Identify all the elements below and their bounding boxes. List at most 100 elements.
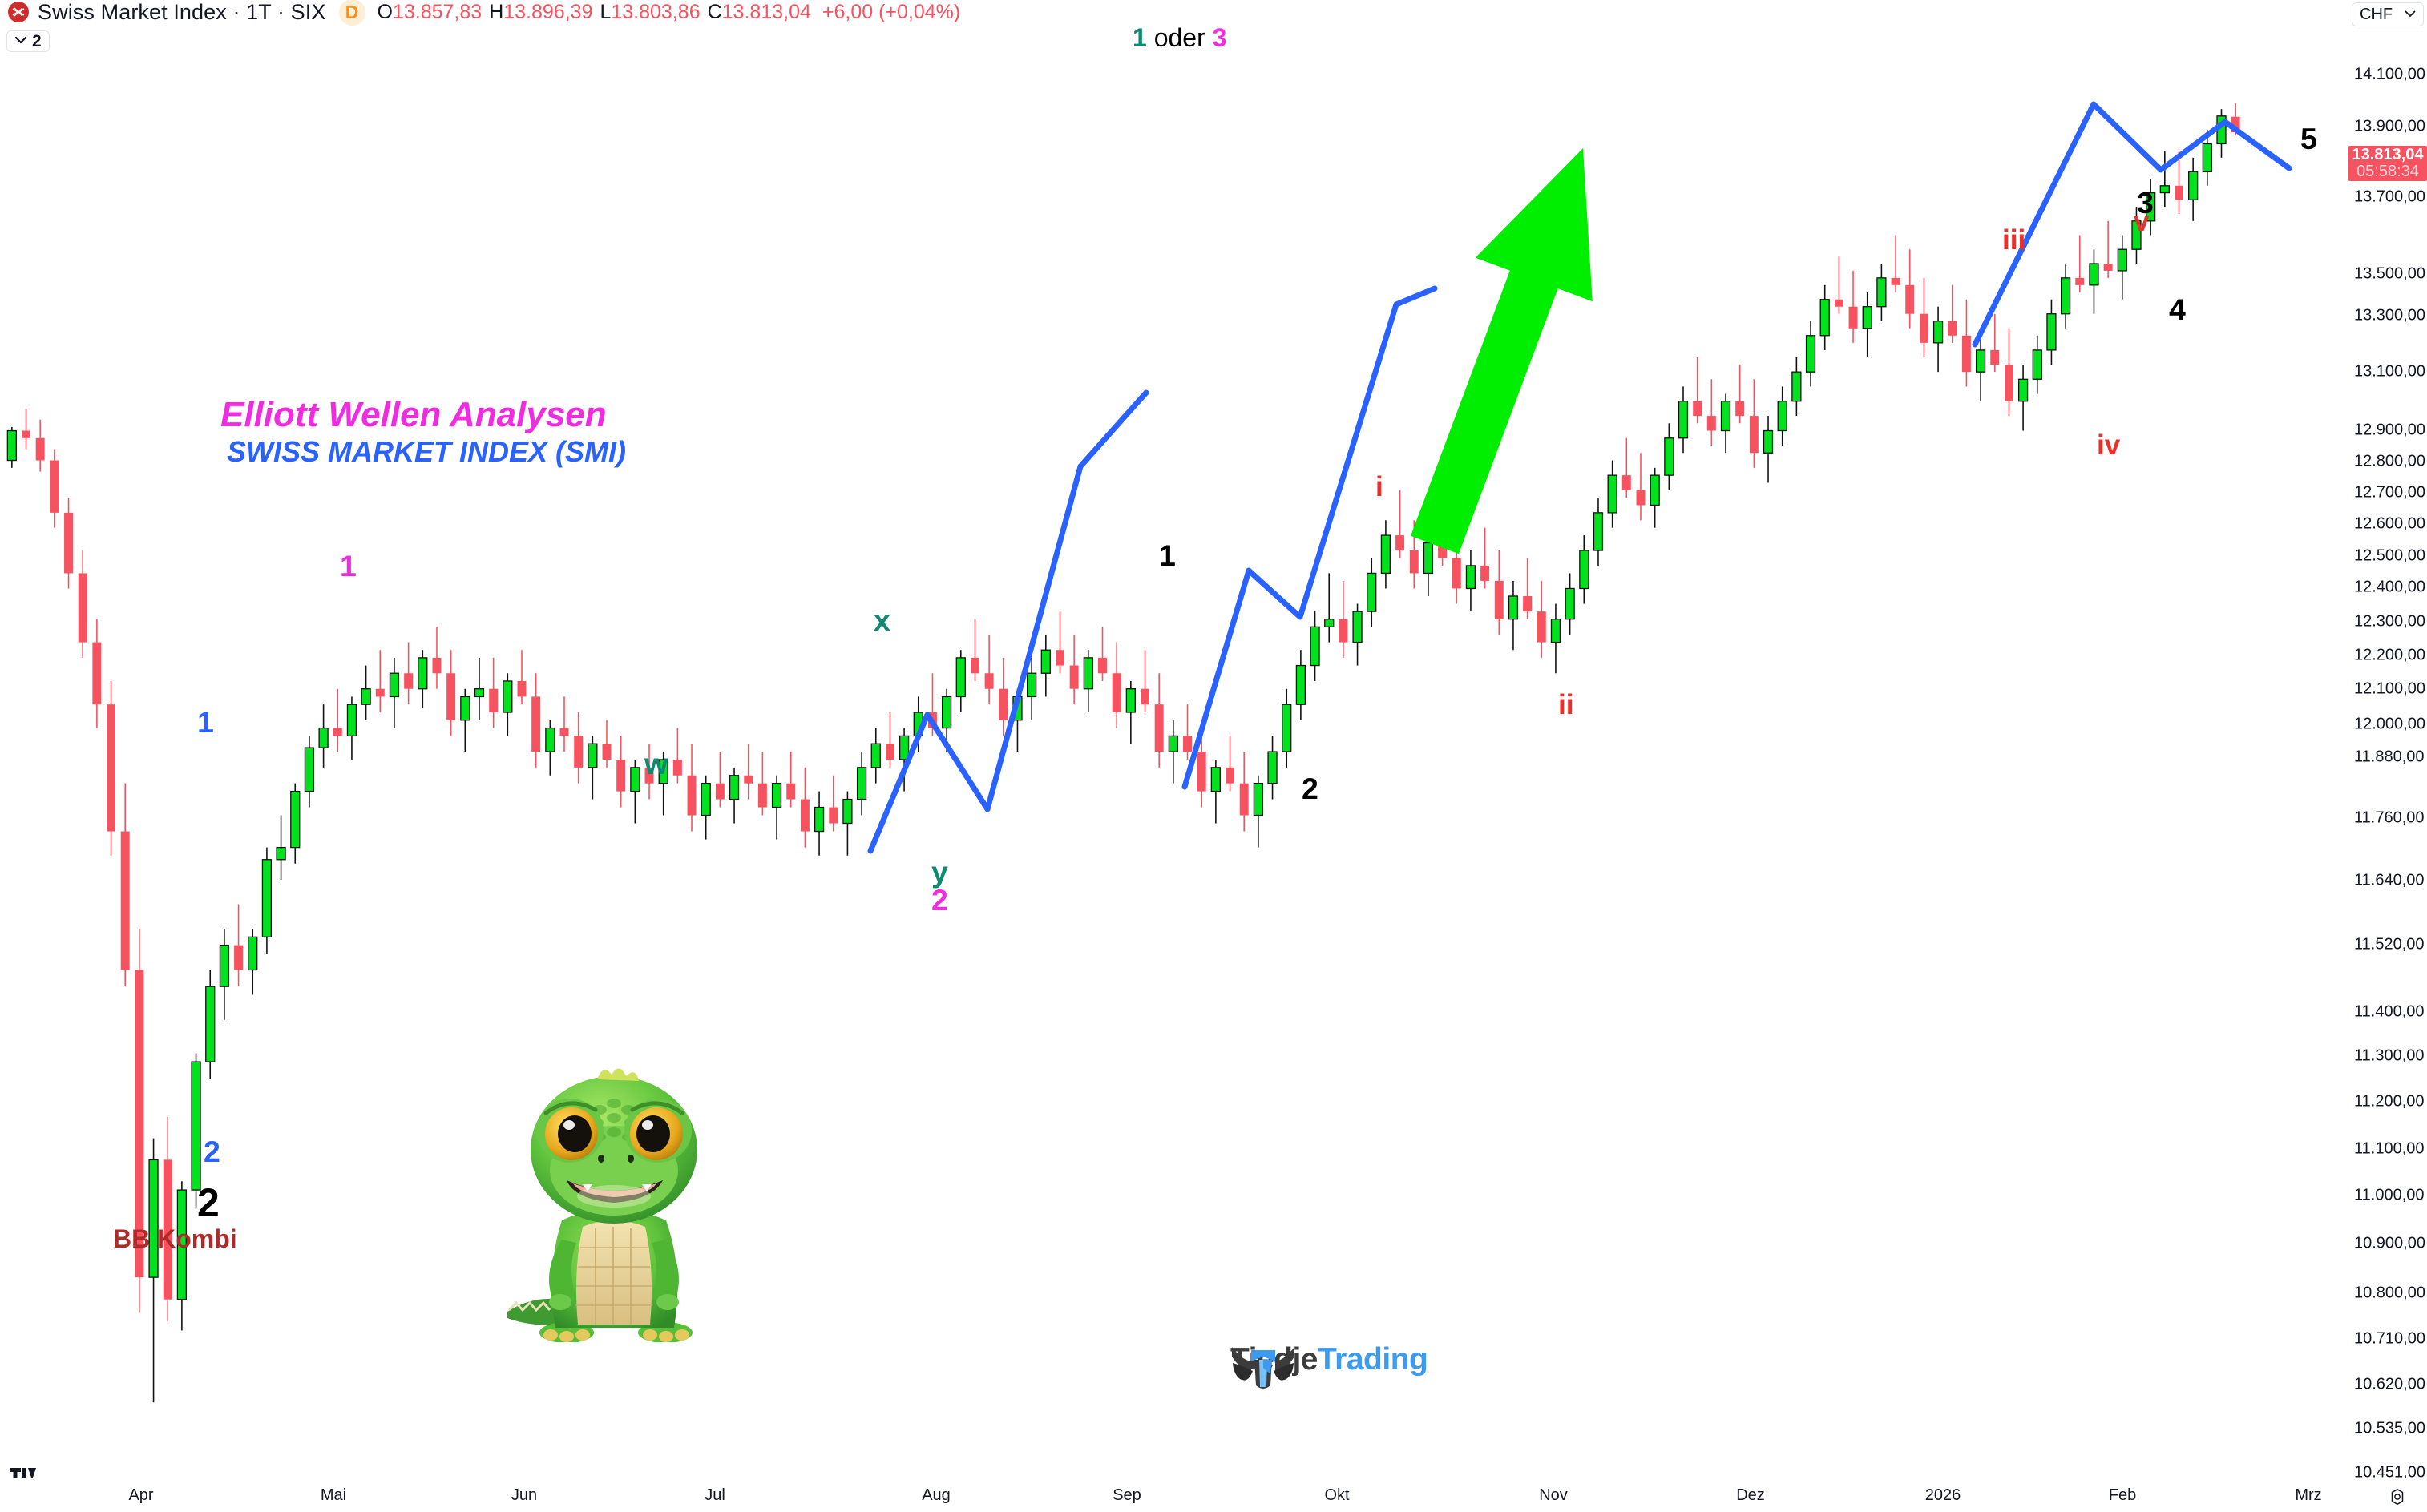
time-tick-label: Aug xyxy=(922,1486,951,1504)
annotation-target-label: 1 oder 3 xyxy=(1133,25,1226,50)
ohlc-values: O13.857,83 H13.896,39 L13.803,86 C13.813,04 xyxy=(378,1,811,24)
price-tick-label: 10.620,00 xyxy=(2354,1375,2425,1393)
time-tick-label: Jun xyxy=(511,1486,538,1504)
time-tick-label: Apr xyxy=(128,1486,154,1504)
price-tick-label: 12.100,00 xyxy=(2354,679,2425,698)
time-tick-label: Feb xyxy=(2108,1486,2137,1504)
lizard-mascot xyxy=(493,1030,733,1342)
elliott-wave-label: 2 xyxy=(931,883,948,917)
price-tick-label: 12.900,00 xyxy=(2354,421,2425,439)
elliott-wave-label: 2 xyxy=(1302,771,1318,805)
high-value: 13.896,39 xyxy=(503,0,593,23)
time-tick-label: Okt xyxy=(1324,1486,1350,1504)
tiedje-trading-bull-logo: TiedjeTrading xyxy=(1230,1342,1428,1389)
logo-text-secondary: Trading xyxy=(1318,1342,1428,1377)
price-tick-label: 12.800,00 xyxy=(2354,452,2425,470)
elliott-wave-label: 4 xyxy=(2169,292,2186,326)
time-tick-label: Jul xyxy=(705,1486,725,1504)
elliott-wave-label: 2 xyxy=(204,1134,220,1168)
price-tick-label: 10.710,00 xyxy=(2354,1329,2425,1348)
elliott-wave-label: ii xyxy=(1558,688,1574,720)
price-tick-label: 12.500,00 xyxy=(2354,546,2425,565)
projection-left xyxy=(867,389,1149,854)
price-tick-label: 10.900,00 xyxy=(2354,1234,2425,1252)
time-tick-label: Dez xyxy=(1736,1486,1765,1504)
low-label: L xyxy=(600,0,612,23)
elliott-wave-label: i xyxy=(1375,471,1383,503)
price-tick-label: 11.100,00 xyxy=(2354,1139,2425,1158)
elliott-wave-label: 3 xyxy=(2137,185,2154,220)
elliott-wave-label: iv xyxy=(2097,429,2121,462)
target-label-oder: oder xyxy=(1153,24,1205,52)
change-value: +6,00 (+0,04%) xyxy=(822,0,961,23)
price-tick-label: 12.700,00 xyxy=(2354,483,2425,502)
price-tick-label: 10.800,00 xyxy=(2354,1284,2425,1302)
price-tick-label: 11.640,00 xyxy=(2354,871,2425,889)
current-price-countdown: 05:58:34 xyxy=(2356,162,2419,180)
elliott-wave-label: y xyxy=(931,854,948,889)
high-label: H xyxy=(489,0,504,23)
chevron-down-icon xyxy=(14,34,27,49)
price-tick-label: 12.000,00 xyxy=(2354,715,2425,733)
elliott-wave-label: w xyxy=(644,746,668,780)
time-scale[interactable]: Apr Mai Jun Jul Aug Sep Okt Nov Dez 2026 Feb Mrz xyxy=(0,1478,2427,1512)
price-tick-label: 11.760,00 xyxy=(2354,808,2425,827)
annotation-title-main: Elliott Wellen Analysen xyxy=(220,395,607,434)
candlestick-series xyxy=(6,103,2240,1403)
elliott-wave-label: x xyxy=(874,603,890,638)
annotation-title-sub: SWISS MARKET INDEX (SMI) xyxy=(227,435,627,468)
symbol-title[interactable]: Swiss Market Index · 1T · SIX xyxy=(38,0,326,24)
price-tick-label: 12.200,00 xyxy=(2354,646,2425,664)
price-tick-label: 11.300,00 xyxy=(2354,1046,2425,1065)
price-tick-label: 13.900,00 xyxy=(2354,117,2425,135)
elliott-wave-label: 1 xyxy=(197,704,214,739)
annotation-bb-kombi: BB Kombi xyxy=(113,1224,237,1253)
price-tick-label: 13.700,00 xyxy=(2354,187,2425,206)
projection-right xyxy=(1972,101,2292,348)
current-price-value: 13.813,04 xyxy=(2352,145,2424,163)
time-tick-label: Mrz xyxy=(2295,1486,2322,1504)
six-swiss-exchange-logo xyxy=(8,2,29,22)
time-tick-label: Nov xyxy=(1539,1486,1568,1504)
price-tick-label: 10.451,00 xyxy=(2354,1463,2425,1482)
time-tick-label: 2026 xyxy=(1924,1486,1961,1504)
target-label-three: 3 xyxy=(1212,24,1227,52)
price-tick-label: 10.535,00 xyxy=(2354,1419,2425,1437)
elliott-wave-label: 1 xyxy=(1159,538,1176,572)
price-scale[interactable]: CHF 14.100,00 13.900,00 13.700,00 13.500,00… xyxy=(2347,0,2427,1512)
time-scale-settings-icon[interactable] xyxy=(2387,1486,2408,1511)
price-tick-label: 11.400,00 xyxy=(2354,1002,2425,1021)
legend-collapse-count: 2 xyxy=(32,32,42,50)
price-tick-label: 13.300,00 xyxy=(2354,306,2425,325)
elliott-wave-label: v xyxy=(2134,206,2150,238)
legend-collapse-button[interactable]: 2 xyxy=(6,30,50,52)
elliott-wave-label: iii xyxy=(2002,224,2026,256)
elliott-wave-label: 1 xyxy=(340,548,357,583)
elliott-wave-label: 5 xyxy=(2300,122,2317,156)
bull-head-icon xyxy=(1232,1347,1294,1389)
open-label: O xyxy=(377,0,393,23)
close-value: 13.813,04 xyxy=(721,0,811,23)
price-tick-label: 13.100,00 xyxy=(2354,362,2425,381)
bullish-arrow xyxy=(1411,148,1593,554)
price-tick-label: 13.500,00 xyxy=(2354,264,2425,283)
interval-badge[interactable]: D xyxy=(338,0,365,26)
price-tick-label: 14.100,00 xyxy=(2354,65,2425,83)
current-price-tag: 13.813,04 05:58:34 xyxy=(2348,145,2427,181)
price-tick-label: 11.880,00 xyxy=(2354,748,2425,766)
time-tick-label: Mai xyxy=(320,1486,347,1504)
currency-label: CHF xyxy=(2360,5,2393,23)
chart-plot-area[interactable]: Elliott Wellen Analysen SWISS MARKET IND… xyxy=(0,24,2347,1478)
close-label: C xyxy=(707,0,722,23)
target-label-one: 1 xyxy=(1133,24,1147,52)
low-value: 13.803,86 xyxy=(611,0,701,23)
time-tick-label: Sep xyxy=(1113,1486,1141,1504)
price-tick-label: 12.400,00 xyxy=(2354,578,2425,596)
price-tick-label: 11.520,00 xyxy=(2354,935,2425,954)
elliott-wave-label: 2 xyxy=(197,1179,220,1225)
currency-selector[interactable]: CHF xyxy=(2352,2,2424,26)
chart-header: Swiss Market Index · 1T · SIX D O13.857,… xyxy=(0,0,2427,26)
price-tick-label: 12.300,00 xyxy=(2354,612,2425,631)
chevron-down-icon xyxy=(2405,7,2416,22)
price-tick-label: 11.200,00 xyxy=(2354,1092,2425,1111)
